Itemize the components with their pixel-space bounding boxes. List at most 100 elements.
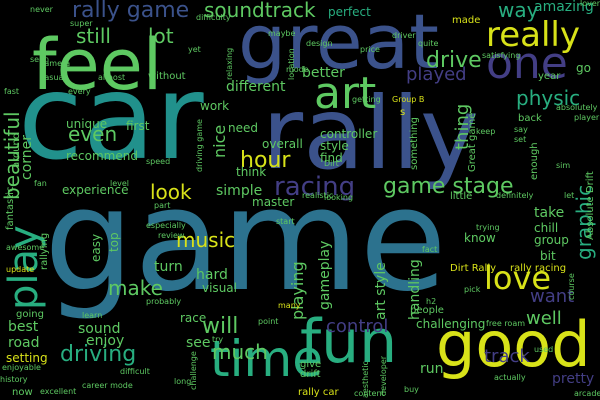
word-s: s — [400, 107, 406, 118]
word-especially: especially — [146, 221, 186, 230]
word-take: take — [534, 205, 565, 221]
word-driver: driver — [392, 31, 416, 40]
word-need: need — [228, 121, 258, 135]
word-work: work — [200, 99, 230, 113]
word-long: long — [174, 377, 192, 386]
word-player: player — [574, 113, 600, 122]
word-music: music — [176, 228, 236, 252]
word-track: track — [484, 346, 530, 367]
word-maybe: maybe — [268, 29, 296, 38]
word-setting: setting — [6, 351, 48, 365]
word-think: think — [236, 165, 267, 179]
word-game: game — [44, 158, 447, 323]
word-still: still — [76, 24, 111, 48]
word-difficult: difficult — [120, 367, 150, 376]
word-every: every — [68, 87, 91, 96]
word-corner: corner — [19, 134, 35, 180]
word-gameplay: gameplay — [317, 240, 333, 310]
word-race: race — [180, 311, 207, 325]
word-going: going — [16, 309, 44, 320]
word-unique: unique — [66, 117, 108, 131]
word-find: find — [320, 151, 343, 165]
word-level: level — [110, 179, 130, 188]
word-drift: drift — [300, 369, 321, 380]
word-rally-racing: rally racing — [510, 263, 567, 274]
word-will: will — [202, 314, 239, 339]
word-rally: rally — [262, 75, 480, 192]
word-learn: learn — [82, 311, 103, 320]
word-played: played — [406, 64, 467, 85]
word-absolute-drift: Absolute Drift — [585, 171, 596, 240]
word-realistic: realistic — [302, 191, 334, 200]
word-awesome: awesome — [6, 243, 45, 252]
word-little: little — [450, 191, 473, 202]
word-pick: pick — [464, 285, 481, 294]
word-visual: visual — [202, 281, 237, 295]
word-let: let — [564, 191, 575, 200]
word-quite: quite — [418, 39, 439, 48]
word-master: master — [252, 195, 295, 209]
word-difficulty: difficulty — [196, 13, 231, 22]
word-overall: overall — [262, 137, 303, 151]
word-speed: speed — [146, 157, 171, 166]
word-time: time — [210, 330, 323, 388]
word-arcade: arcade — [574, 389, 600, 398]
word-nice: nice — [210, 124, 229, 158]
word-turn: turn — [154, 259, 183, 275]
word-buy: buy — [404, 385, 419, 394]
word-controller: controller — [320, 127, 378, 141]
word-simple: simple — [216, 183, 263, 199]
word-trying: trying — [476, 223, 500, 232]
word-art: art — [314, 68, 377, 119]
word-price: price — [360, 45, 380, 54]
word-keep: keep — [476, 127, 496, 136]
word-racing: racing — [274, 172, 356, 202]
word-art-style: art style — [373, 262, 389, 320]
word-go: go — [576, 61, 591, 75]
word-relaxing: relaxing — [225, 47, 234, 80]
word-one: one — [486, 38, 568, 89]
word-sound: sound — [78, 321, 121, 337]
word-look: look — [150, 180, 192, 204]
word-around: around — [11, 132, 22, 168]
word-never: never — [30, 5, 53, 14]
word-experience: experience — [62, 183, 129, 197]
word-sim: sim — [556, 161, 571, 170]
word-actually: actually — [494, 373, 526, 382]
word-developer: developer — [379, 355, 388, 396]
word-casual: casual — [40, 73, 66, 82]
word-review: review — [158, 231, 185, 240]
word-without: without — [148, 71, 186, 82]
word-fun: fun — [300, 307, 398, 377]
word-really: really — [486, 15, 580, 55]
word-super: super — [70, 19, 93, 28]
word-drive: drive — [426, 48, 482, 73]
word-set: set — [514, 135, 527, 144]
word-pretty: pretty — [552, 371, 595, 387]
word-know: know — [464, 231, 496, 245]
word-back: back — [518, 113, 542, 124]
word-absolutely: absolutely — [556, 103, 598, 112]
word-looking: looking — [324, 193, 354, 202]
word-update: update — [6, 265, 35, 274]
word-well: well — [526, 308, 562, 329]
word-great-game: Great game — [467, 112, 478, 172]
word-hard: hard — [196, 267, 228, 283]
word-great: great — [238, 0, 439, 86]
word-definitely: definitely — [496, 191, 534, 200]
word-fact: fact — [422, 245, 438, 254]
word-rally-car: rally car — [298, 387, 339, 398]
word-people: people — [410, 305, 444, 316]
word-run: run — [420, 361, 444, 377]
word-playing: playing — [288, 261, 307, 320]
word-try: try — [212, 335, 224, 344]
word-yet: yet — [188, 45, 201, 54]
word-course: course — [567, 273, 576, 300]
word-many: many — [278, 301, 301, 310]
word-style: style — [320, 139, 349, 153]
word-love: love — [484, 259, 552, 297]
word-bit: bit — [540, 249, 556, 263]
word-give: give — [300, 359, 322, 370]
word-satisfying: satisfying — [482, 51, 521, 60]
